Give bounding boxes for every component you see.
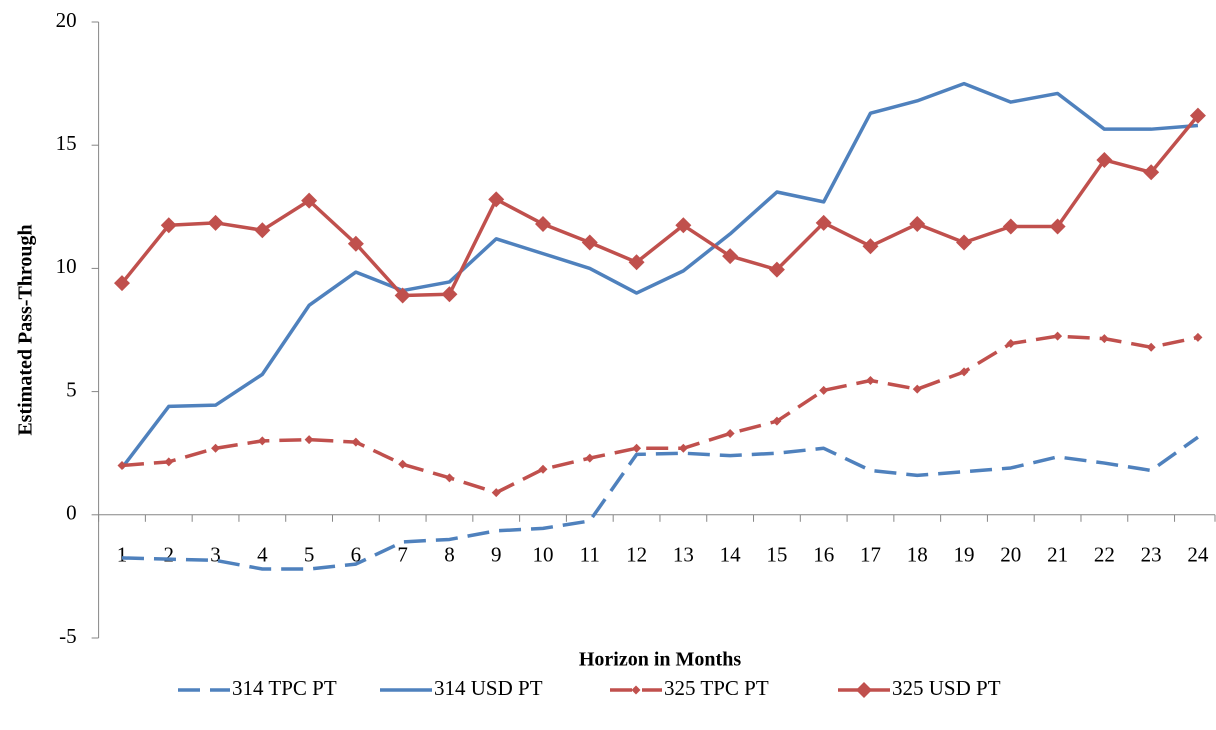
x-tick-label: 21: [1047, 543, 1068, 567]
x-tick-label: 7: [397, 543, 408, 567]
y-tick-label: 0: [66, 501, 77, 525]
legend-label: 314 TPC PT: [232, 676, 337, 700]
x-tick-label: 5: [304, 543, 315, 567]
legend-label: 325 TPC PT: [664, 676, 769, 700]
x-tick-label: 9: [491, 543, 502, 567]
data-point: [819, 385, 829, 395]
x-tick-label: 19: [954, 543, 975, 567]
data-point: [585, 453, 595, 463]
data-point: [254, 222, 271, 239]
series-line: [120, 81, 1199, 470]
x-tick-label: 4: [257, 543, 268, 567]
data-point: [959, 367, 969, 377]
data-point: [1053, 331, 1063, 341]
y-tick-label: 10: [56, 254, 77, 278]
y-axis-title: Estimated Pass-Through: [15, 224, 37, 435]
data-point: [632, 443, 642, 453]
x-tick-label: 24: [1187, 543, 1209, 567]
x-axis-title: Horizon in Months: [579, 649, 741, 671]
data-point: [304, 435, 314, 445]
data-point: [160, 217, 177, 234]
data-point: [865, 376, 875, 386]
x-tick-label: 2: [164, 543, 175, 567]
x-tick-label: 23: [1141, 543, 1162, 567]
data-point: [581, 234, 598, 251]
x-tick-label: 22: [1094, 543, 1115, 567]
data-point: [675, 217, 692, 234]
data-point: [444, 473, 454, 483]
legend-label: 325 USD PT: [892, 676, 1001, 700]
data-point: [678, 443, 688, 453]
series-line: [121, 334, 1199, 495]
x-tick-label: 17: [860, 543, 881, 567]
data-point: [347, 235, 364, 252]
data-point: [211, 443, 221, 453]
data-point: [815, 214, 832, 231]
y-tick-label: 20: [56, 8, 77, 32]
data-point: [912, 384, 922, 394]
data-point: [956, 234, 973, 251]
data-point: [491, 488, 501, 498]
data-point: [772, 416, 782, 426]
legend-marker: [631, 685, 641, 695]
x-tick-label: 13: [673, 543, 694, 567]
y-tick-label: 15: [56, 131, 77, 155]
data-point: [1143, 164, 1160, 181]
data-point: [1189, 107, 1206, 124]
data-point: [628, 254, 645, 271]
x-tick-label: 1: [117, 543, 128, 567]
data-point: [1096, 151, 1113, 168]
data-point: [257, 436, 267, 446]
data-point: [301, 192, 318, 209]
legend-marker: [856, 682, 872, 698]
data-point: [441, 286, 458, 303]
series-line: [120, 114, 1200, 298]
x-tick-label: 14: [720, 543, 742, 567]
x-tick-label: 16: [813, 543, 834, 567]
x-tick-label: 12: [626, 543, 647, 567]
data-point: [768, 261, 785, 278]
data-point: [862, 238, 879, 255]
data-point: [351, 437, 361, 447]
data-point: [394, 287, 411, 304]
data-point: [398, 459, 408, 469]
y-tick-label: -5: [59, 624, 77, 648]
data-point: [909, 216, 926, 233]
data-point: [164, 457, 174, 467]
data-point: [207, 214, 224, 231]
x-tick-label: 20: [1000, 543, 1021, 567]
y-tick-label: 5: [66, 377, 77, 401]
data-point: [1006, 339, 1016, 349]
x-tick-label: 8: [444, 543, 455, 567]
data-point: [538, 464, 548, 474]
data-point: [488, 191, 505, 208]
x-tick-label: 18: [907, 543, 928, 567]
x-tick-label: 3: [210, 543, 221, 567]
data-point: [535, 216, 552, 233]
x-tick-label: 10: [533, 543, 554, 567]
x-tick-label: 15: [766, 543, 787, 567]
data-point: [113, 275, 130, 292]
data-point: [1049, 218, 1066, 235]
data-point: [725, 428, 735, 438]
data-point: [722, 248, 739, 265]
x-tick-label: 11: [580, 543, 600, 567]
data-point: [117, 461, 127, 471]
data-point: [1099, 334, 1109, 344]
x-tick-label: 6: [351, 543, 362, 567]
data-point: [1002, 218, 1019, 235]
series-line: [121, 435, 1199, 571]
data-point: [1193, 332, 1203, 342]
data-point: [1146, 342, 1156, 352]
legend-label: 314 USD PT: [434, 676, 543, 700]
